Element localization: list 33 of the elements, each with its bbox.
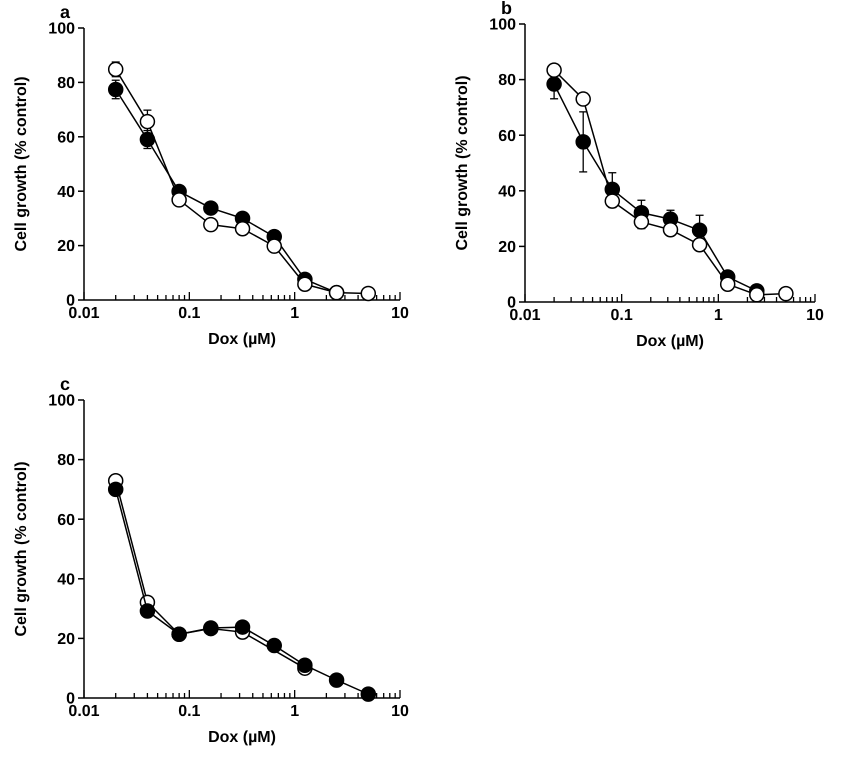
x-axis-title: Dox (µM) xyxy=(208,331,276,348)
y-tick-label: 80 xyxy=(57,75,76,92)
y-tick-label: 80 xyxy=(498,72,516,90)
x-tick-label: 1 xyxy=(290,305,300,322)
x-tick-label: 1 xyxy=(714,307,723,324)
y-tick-label: 40 xyxy=(57,184,76,201)
x-tick-label: 10 xyxy=(391,703,409,720)
y-axis-title: Cell growth (% control) xyxy=(454,75,471,251)
y-tick-label: 100 xyxy=(48,392,76,410)
y-tick-label: 20 xyxy=(57,238,76,256)
y-tick-label: 20 xyxy=(498,239,516,256)
chart-title: b xyxy=(501,0,512,18)
x-tick-label: 10 xyxy=(391,305,409,322)
x-tick-label: 0.1 xyxy=(178,305,201,322)
y-axis-title: Cell growth (% control) xyxy=(13,76,30,252)
x-tick-label: 10 xyxy=(806,307,824,324)
y-tick-label: 40 xyxy=(498,183,516,200)
y-tick-label: 60 xyxy=(57,512,76,529)
x-axis-title: Dox (µM) xyxy=(636,333,704,350)
x-tick-label: 0.1 xyxy=(610,307,633,324)
x-tick-label: 1 xyxy=(290,703,300,720)
y-tick-label: 20 xyxy=(57,631,76,648)
y-tick-label: 100 xyxy=(489,16,516,34)
chart-title: c xyxy=(60,374,70,394)
y-tick-label: 100 xyxy=(48,20,76,38)
y-axis-title: Cell growth (% control) xyxy=(13,461,30,637)
x-axis-title: Dox (µM) xyxy=(208,729,276,746)
x-tick-label: 0.1 xyxy=(178,703,201,720)
chart-title: a xyxy=(60,2,71,22)
y-tick-label: 60 xyxy=(57,129,76,146)
y-tick-label: 40 xyxy=(57,571,76,588)
y-tick-label: 80 xyxy=(57,452,76,470)
y-tick-label: 60 xyxy=(498,128,516,145)
